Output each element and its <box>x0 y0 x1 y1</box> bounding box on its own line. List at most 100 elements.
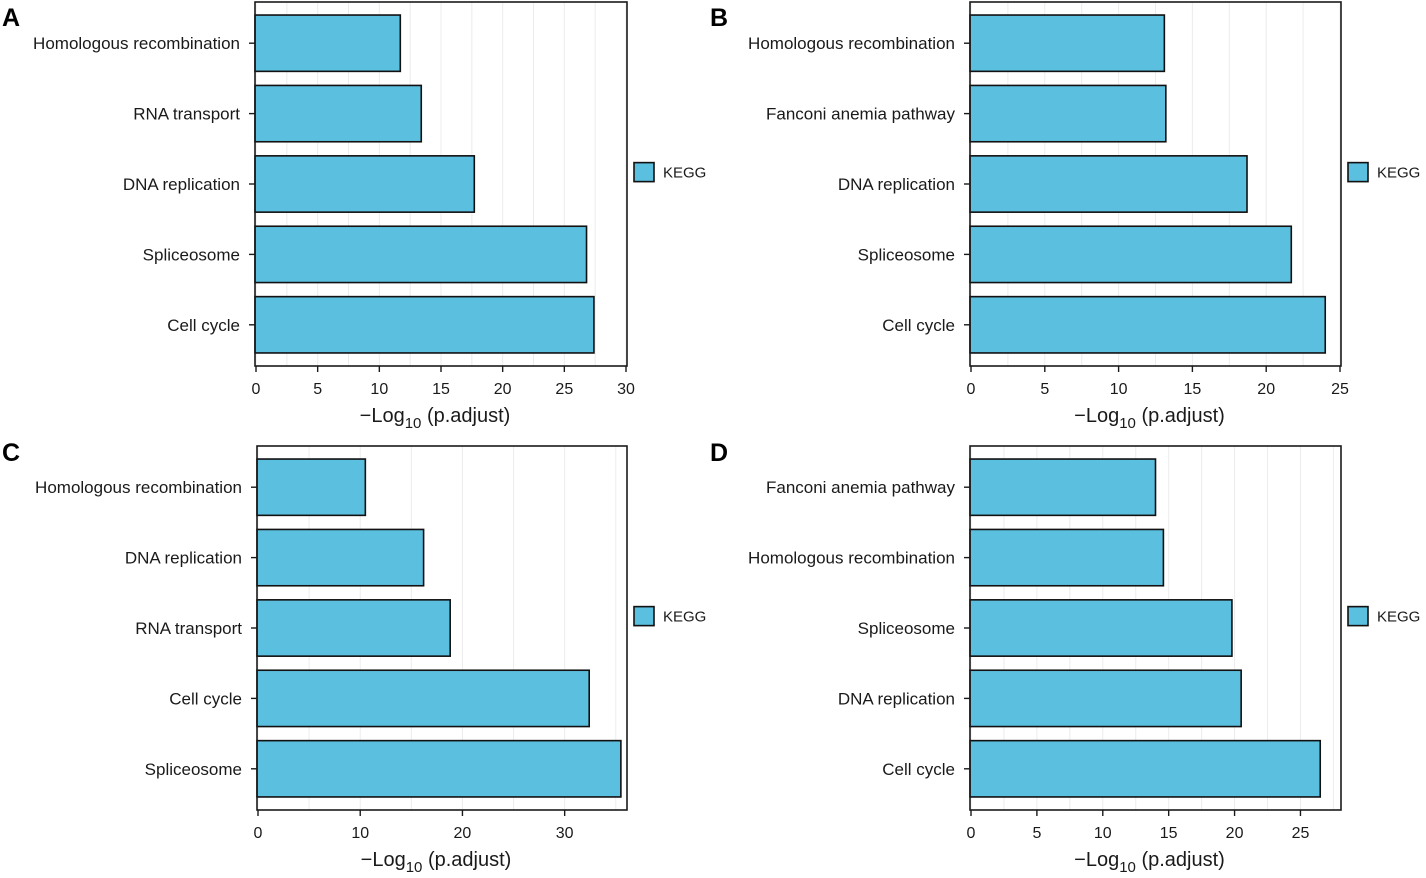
bars <box>256 458 622 798</box>
x-tick-label: 20 <box>454 825 472 842</box>
category-label: Cell cycle <box>882 316 955 335</box>
category-label: Cell cycle <box>167 316 240 335</box>
x-axis-title-main: −Log <box>360 405 405 427</box>
x-axis-title-main: −Log <box>1074 849 1119 871</box>
category-label: Spliceosome <box>858 245 955 264</box>
legend-key <box>1347 605 1369 627</box>
x-axis-title: −Log10 (p.adjust) <box>1074 849 1225 876</box>
x-tick-label: 30 <box>617 381 635 398</box>
bar-spliceosome <box>969 599 1233 657</box>
category-label: Cell cycle <box>882 760 955 779</box>
x-tick-label: 10 <box>1094 825 1112 842</box>
x-axis-title-subscript: 10 <box>406 859 423 876</box>
bar-dna-replication <box>969 155 1248 213</box>
panel-letter: A <box>2 4 20 32</box>
bar-spliceosome <box>254 225 588 284</box>
x-axis: 0 10 20 30 <box>254 810 574 842</box>
legend-key <box>633 605 655 627</box>
panel-letter: C <box>2 439 20 467</box>
panel-letter: D <box>710 439 728 467</box>
bars <box>969 458 1322 798</box>
plot-frame <box>969 445 1342 811</box>
category-label: Spliceosome <box>145 760 242 779</box>
bars <box>254 14 595 354</box>
bar-dna-replication <box>256 528 425 587</box>
legend-key <box>1347 161 1369 183</box>
category-label: DNA replication <box>838 689 955 708</box>
x-tick-label: 5 <box>313 381 322 398</box>
x-tick-label: 30 <box>556 825 574 842</box>
x-tick-label: 10 <box>370 381 388 398</box>
category-label: Spliceosome <box>143 245 240 264</box>
x-tick-label: 20 <box>494 381 512 398</box>
legend: KEGG <box>633 605 706 627</box>
x-tick-label: 5 <box>1040 381 1049 398</box>
x-tick-label: 25 <box>555 381 573 398</box>
bar-homologous-recombination <box>969 14 1166 73</box>
x-axis-title: −Log10 (p.adjust) <box>360 405 511 432</box>
legend-label: KEGG <box>663 165 706 182</box>
bar-homologous-recombination <box>254 14 402 73</box>
category-label: Fanconi anemia pathway <box>766 105 956 124</box>
bar-homologous-recombination <box>969 528 1165 587</box>
legend: KEGG <box>1347 161 1420 183</box>
bar-spliceosome <box>256 739 622 798</box>
bar-cell-cycle <box>969 739 1322 798</box>
category-label: Homologous recombination <box>33 34 240 53</box>
legend-label: KEGG <box>663 609 706 626</box>
x-tick-label: 15 <box>432 381 450 398</box>
bar-rna-transport <box>254 84 423 143</box>
legend: KEGG <box>1347 605 1420 627</box>
x-tick-label: 0 <box>967 381 976 398</box>
bar-cell-cycle <box>969 295 1327 354</box>
bar-cell-cycle <box>256 669 591 728</box>
bar-dna-replication <box>254 155 476 213</box>
category-labels: Fanconi anemia pathway Homologous recombi… <box>748 478 970 779</box>
panel-b: B Homologous recombination Fanconi anemia … <box>710 1 1420 432</box>
category-labels: Homologous recombination Fanconi anemia p… <box>748 34 970 335</box>
bar-fanconi-anemia-pathway <box>969 458 1157 517</box>
category-label: DNA replication <box>838 175 955 194</box>
bars <box>969 14 1327 354</box>
x-tick-label: 0 <box>254 825 263 842</box>
legend-key <box>633 161 655 183</box>
category-label: Homologous recombination <box>35 478 242 497</box>
bar-cell-cycle <box>254 295 595 354</box>
x-tick-label: 25 <box>1292 825 1310 842</box>
x-axis-title-subscript: 10 <box>405 415 422 432</box>
category-label: Homologous recombination <box>748 549 955 568</box>
x-axis-title-subscript: 10 <box>1119 415 1136 432</box>
x-tick-label: 20 <box>1226 825 1244 842</box>
legend: KEGG <box>633 161 706 183</box>
category-label: Fanconi anemia pathway <box>766 478 956 497</box>
category-labels: Homologous recombination RNA transport DNA… <box>33 34 255 335</box>
x-axis-title: −Log10 (p.adjust) <box>361 849 512 876</box>
x-axis-title-main: −Log <box>361 849 406 871</box>
x-tick-label: 15 <box>1160 825 1178 842</box>
x-axis-title-subscript: 10 <box>1119 859 1136 876</box>
category-label: DNA replication <box>125 549 242 568</box>
panel-letter: B <box>710 4 728 32</box>
x-tick-label: 10 <box>1110 381 1128 398</box>
category-label: RNA transport <box>135 619 242 638</box>
x-axis-title: −Log10 (p.adjust) <box>1074 405 1225 432</box>
x-axis-title-unit: (p.adjust) <box>1136 849 1225 871</box>
category-label: Homologous recombination <box>748 34 955 53</box>
panel-c: C Homologous recombination DNA replication… <box>2 439 706 876</box>
x-tick-label: 20 <box>1257 381 1275 398</box>
x-axis: 0 5 10 15 20 25 <box>967 366 1349 398</box>
x-axis-title-unit: (p.adjust) <box>1136 405 1225 427</box>
bar-fanconi-anemia-pathway <box>969 84 1167 143</box>
x-tick-label: 10 <box>351 825 369 842</box>
x-tick-label: 0 <box>252 381 261 398</box>
bar-spliceosome <box>969 225 1293 284</box>
x-tick-label: 0 <box>967 825 976 842</box>
bar-dna-replication <box>969 669 1242 728</box>
x-axis: 0 5 10 15 20 25 <box>967 810 1310 842</box>
x-tick-label: 15 <box>1184 381 1202 398</box>
panel-a: A Homologous recombination RNA transport DN… <box>2 1 706 432</box>
category-label: Cell cycle <box>169 689 242 708</box>
x-tick-label: 5 <box>1032 825 1041 842</box>
bar-homologous-recombination <box>256 458 367 517</box>
